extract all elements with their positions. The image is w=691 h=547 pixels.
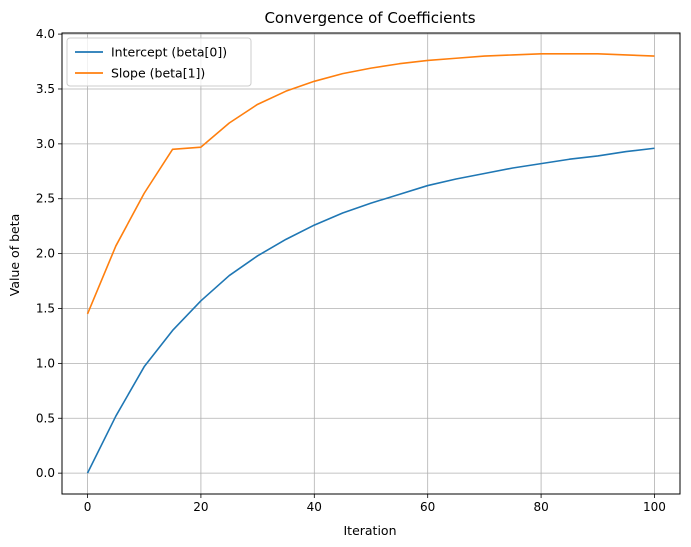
legend-label: Slope (beta[1]) xyxy=(111,66,205,81)
x-tick-label: 20 xyxy=(193,500,208,514)
grid xyxy=(62,33,680,494)
y-tick-label: 1.0 xyxy=(36,356,55,370)
x-tick-label: 40 xyxy=(307,500,322,514)
legend-label: Intercept (beta[0]) xyxy=(111,45,227,60)
x-axis-label: Iteration xyxy=(343,523,396,538)
chart-title: Convergence of Coefficients xyxy=(264,9,475,27)
x-tick-label: 60 xyxy=(420,500,435,514)
plot-frame xyxy=(61,32,681,495)
y-tick-label: 2.5 xyxy=(36,192,55,206)
y-tick-label: 3.0 xyxy=(36,137,55,151)
y-axis-label: Value of beta xyxy=(7,214,22,297)
y-tick-label: 3.5 xyxy=(36,82,55,96)
x-tick-label: 100 xyxy=(643,500,666,514)
legend: Intercept (beta[0]) Slope (beta[1]) xyxy=(66,37,252,87)
y-tick-label: 2.0 xyxy=(36,247,55,261)
y-tick-label: 1.5 xyxy=(36,302,55,316)
legend-box xyxy=(66,37,252,87)
series-line-slope xyxy=(86,53,655,315)
series-group xyxy=(86,53,655,474)
x-tick-label: 80 xyxy=(533,500,548,514)
ticks: 0 20 40 60 80 100 0.0 0.5 1.0 1.5 2.0 2.5 3.0 3.5 4.0 xyxy=(36,27,666,514)
x-tick-label: 0 xyxy=(84,500,92,514)
y-tick-label: 0.0 xyxy=(36,466,55,480)
series-line-intercept xyxy=(86,147,655,474)
y-tick-label: 4.0 xyxy=(36,27,55,41)
y-tick-label: 0.5 xyxy=(36,411,55,425)
